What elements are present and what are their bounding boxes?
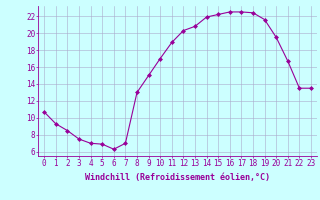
X-axis label: Windchill (Refroidissement éolien,°C): Windchill (Refroidissement éolien,°C) xyxy=(85,173,270,182)
